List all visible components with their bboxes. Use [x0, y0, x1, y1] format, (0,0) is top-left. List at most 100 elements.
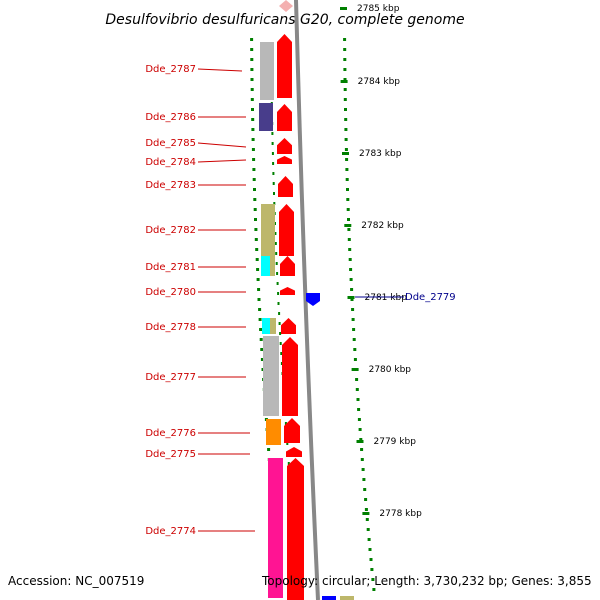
tick-dot — [343, 58, 347, 61]
tick-dot — [349, 268, 353, 271]
reverse-strand-genes — [306, 293, 354, 600]
gene-arrow-forward — [279, 0, 293, 12]
leader-line — [197, 142, 247, 148]
gene-label: Dde_2777 — [145, 372, 196, 383]
gene-arrow-forward — [278, 176, 293, 197]
tick-dot — [343, 38, 347, 41]
tick-dot — [355, 378, 359, 381]
gene-arrow-reverse — [322, 596, 336, 600]
tick-dot — [280, 362, 283, 365]
tick-dot — [347, 228, 351, 231]
tick-dot — [277, 292, 280, 295]
gene-label: Dde_2782 — [145, 225, 196, 236]
gene-label: Dde_2779 — [405, 292, 456, 303]
tick-dot — [252, 168, 256, 171]
tick-dot — [357, 418, 361, 421]
tick-dot — [346, 198, 350, 201]
tick-dot — [251, 148, 255, 151]
tick-dot — [272, 162, 275, 165]
tick-dot — [358, 428, 362, 431]
kbp-tick — [340, 7, 347, 10]
tick-dot — [352, 328, 356, 331]
kbp-label: 2779 kbp — [374, 437, 417, 447]
kbp-tick — [347, 296, 355, 299]
tick-dot — [345, 168, 349, 171]
tick-dot — [251, 108, 254, 111]
gene-labels: Dde_2787 Dde_2786 Dde_2785 Dde_2784 Dde_2783… — [145, 64, 455, 537]
tick-dot — [348, 258, 352, 261]
tick-dot — [364, 498, 368, 501]
tick-dot — [273, 192, 275, 195]
tick-dot — [344, 138, 348, 141]
tick-dot — [251, 118, 255, 121]
tick-dot — [250, 88, 254, 91]
tick-dot — [346, 188, 349, 191]
tick-dot — [286, 442, 289, 445]
leader-line — [197, 68, 243, 72]
tick-dot — [353, 358, 357, 361]
tick-dot — [254, 228, 258, 231]
tick-dot — [364, 508, 368, 511]
gene-label: Dde_2774 — [145, 526, 196, 537]
tick-dot — [343, 68, 347, 71]
tick-dot — [274, 232, 277, 235]
cog-block — [261, 204, 275, 256]
gene-arrow-forward — [284, 418, 300, 443]
gene-arrow-forward — [277, 34, 292, 98]
tick-dot — [280, 352, 283, 355]
kbp-label: 2780 kbp — [369, 365, 412, 375]
tick-dot — [372, 588, 376, 591]
tick-dot — [251, 138, 255, 141]
tick-dot — [360, 458, 364, 461]
kbp-label: 2785 kbp — [357, 4, 400, 14]
tick-dot — [254, 238, 258, 241]
tick-dot — [267, 448, 271, 451]
tick-dot — [257, 298, 261, 301]
tick-dot — [253, 208, 257, 211]
tick-dot — [258, 308, 262, 311]
gene-arrow-forward — [286, 447, 302, 457]
gene-arrow-forward — [281, 318, 296, 334]
tick-dot — [367, 538, 371, 541]
cog-block — [268, 458, 283, 598]
kbp-tick — [351, 368, 359, 371]
cog-block — [260, 42, 274, 100]
tick-dot — [350, 288, 354, 291]
tick-dot — [365, 518, 369, 521]
gene-arrow-forward — [277, 138, 292, 154]
tick-dot — [258, 318, 262, 321]
tick-dot — [259, 338, 263, 341]
tick-dot — [345, 158, 349, 161]
kbp-tick — [340, 80, 348, 83]
gene-label: Dde_2780 — [145, 287, 196, 298]
tick-dot — [259, 328, 263, 331]
kbp-label: 2783 kbp — [359, 149, 402, 159]
tick-dot — [360, 448, 364, 451]
tick-dot — [344, 128, 348, 131]
cog-block — [340, 596, 354, 600]
kbp-label: 2781 kbp — [365, 293, 408, 303]
tick-dot — [284, 422, 287, 425]
cog-block — [263, 336, 279, 416]
forward-strand-genes — [277, 0, 304, 600]
tick-dot — [276, 272, 279, 275]
tick-dot — [250, 58, 254, 61]
tick-dot — [275, 252, 278, 255]
tick-dot — [347, 238, 351, 241]
tick-dot — [357, 408, 361, 411]
kbp-tick — [342, 152, 349, 155]
tick-dot — [356, 398, 360, 401]
tick-marks — [250, 38, 376, 595]
gene-arrow-forward — [279, 204, 294, 256]
gene-arrow-forward — [287, 458, 304, 600]
tick-dot — [250, 98, 254, 101]
gene-label: Dde_2785 — [145, 138, 196, 149]
cog-block — [259, 103, 273, 131]
tick-dot — [260, 348, 264, 351]
tick-dot — [346, 208, 350, 211]
tick-dot — [251, 128, 255, 131]
tick-dot — [349, 278, 353, 281]
tick-dot — [352, 338, 356, 341]
gene-label: Dde_2786 — [145, 112, 196, 123]
